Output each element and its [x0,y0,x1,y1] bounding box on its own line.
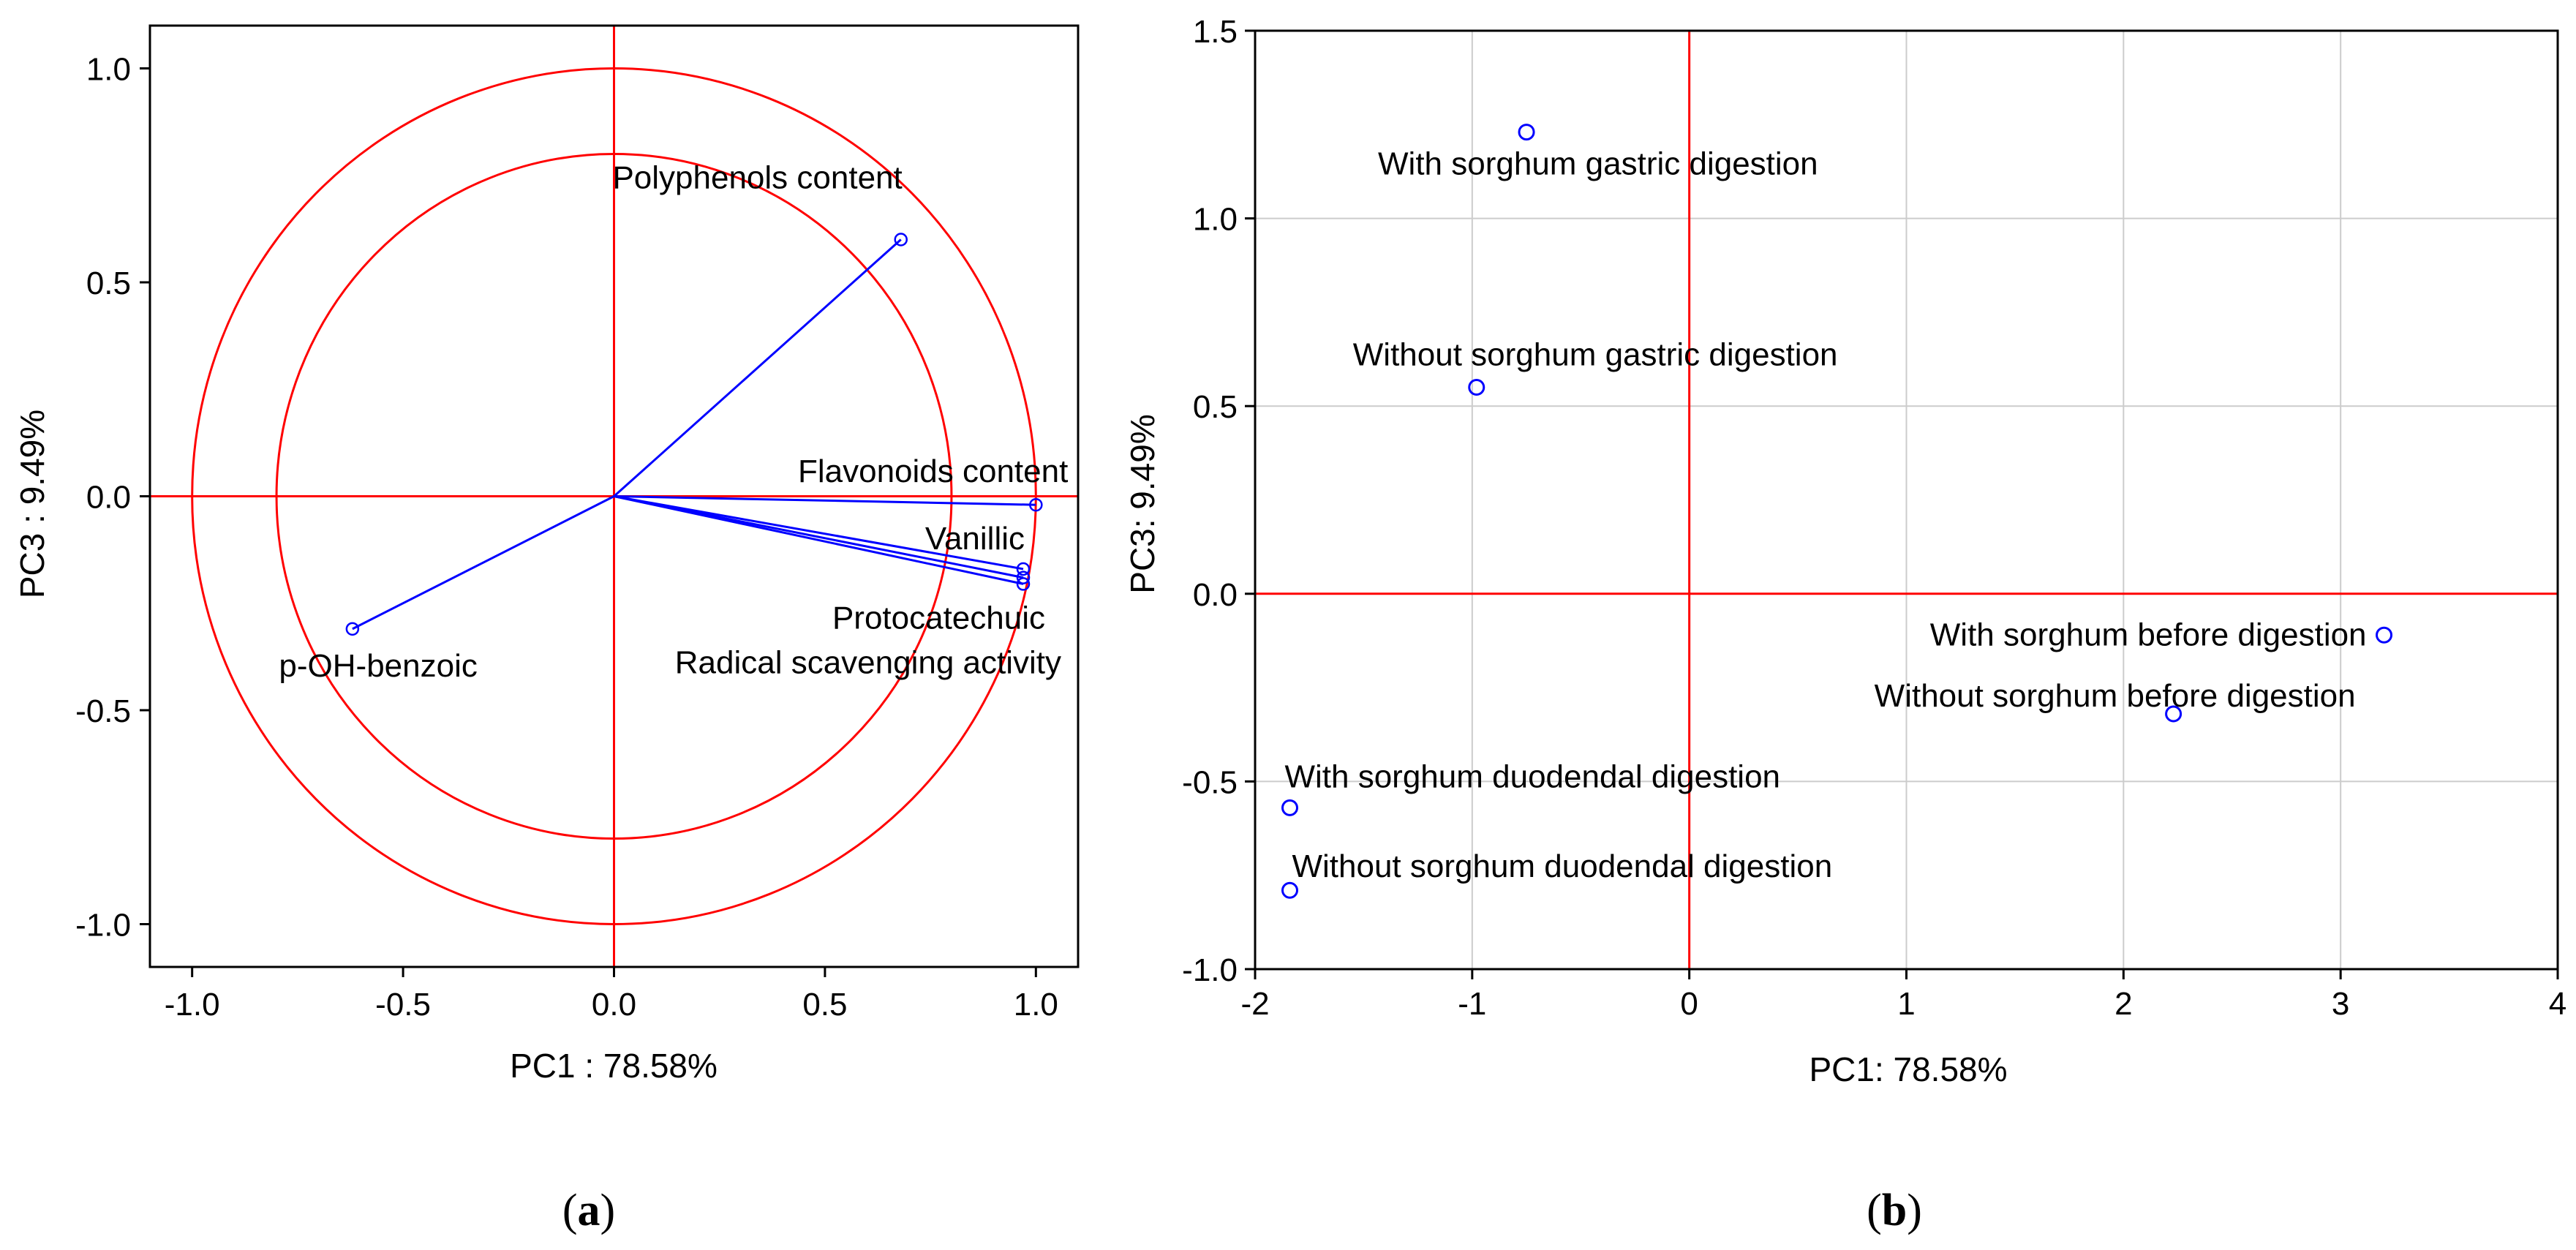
chart-b-y-axis-title: PC3: 9.49% [1123,414,1161,593]
chart-a-variable-point [1029,497,1043,512]
chart-b-caption-letter: b [1882,1186,1907,1235]
chart-a-x-axis-title: PC1 : 78.58% [510,1047,718,1085]
chart-a-x-tick-label: -1.0 [165,987,220,1023]
chart-a-y-tick-label: 0.0 [86,480,131,516]
chart-a-y-ticks: 1.0 0.5 0.0 -0.5 -1.0 [75,52,150,944]
chart-a-caption-letter: a [578,1186,600,1235]
chart-b-sample-point [2165,705,2183,723]
chart-b-x-tick-label: 2 [2114,986,2132,1022]
chart-a-y-tick-label: 1.0 [86,52,131,88]
chart-a-plot-area: Polyphenols content Flavonoids content Van… [148,24,1080,968]
chart-a-variable-point [1016,562,1031,576]
chart-a-y-axis-title: PC3 : 9.49% [13,410,51,598]
chart-b-x-ticks: -2 -1 0 1 2 3 4 [1240,969,2566,1022]
chart-b-y-ticks: 1.5 1.0 0.5 0.0 -0.5 -1.0 [1182,14,1255,988]
chart-a-y-tick-label: -0.5 [75,693,131,729]
chart-a-loading-vector [352,495,615,630]
chart-b-caption: (b) [1867,1186,1922,1235]
chart-b-sample-label: Without sorghum duodendal digestion [1292,848,1832,884]
chart-a-x-tick-label: 0.0 [592,987,636,1023]
chart-b: With sorghum gastric digestion Without so… [1123,14,2566,1235]
chart-a-variable-label: Polyphenols content [612,160,902,196]
chart-a-x-tick-label: -0.5 [375,987,431,1023]
chart-a-x-tick-label: 0.5 [802,987,847,1023]
chart-b-sample-label: Without sorghum before digestion [1875,678,2356,714]
chart-b-sample-point [1518,124,1535,141]
chart-a-inner-circle [275,153,953,840]
chart-b-y-tick-label: -0.5 [1182,764,1238,800]
chart-b-x-tick-label: 1 [1897,986,1915,1022]
chart-a-loading-vector [614,495,1024,585]
chart-b-y-tick-label: 1.5 [1193,14,1238,50]
chart-b-sample-label: With sorghum before digestion [1930,617,2367,652]
chart-b-y-tick-label: -1.0 [1182,952,1238,988]
chart-b-x-tick-label: -1 [1458,986,1486,1022]
chart-b-x-tick-label: 3 [2332,986,2349,1022]
chart-b-x-tick-label: 0 [1680,986,1698,1022]
chart-a-y-tick-label: -1.0 [75,908,131,944]
chart-a-variable-point [894,233,908,246]
chart-b-x-tick-label: 4 [2549,986,2566,1022]
chart-a-x-tick-label: 1.0 [1014,987,1058,1023]
chart-b-sample-label: With sorghum gastric digestion [1378,146,1818,182]
chart-b-sample-label: Without sorghum gastric digestion [1353,337,1838,373]
chart-b-y-tick-label: 0.0 [1193,577,1238,613]
chart-b-sample-point [1281,799,1298,816]
chart-a-variable-label: Protocatechuic [832,600,1045,636]
chart-a-loading-vector [614,495,1036,506]
chart-a-y-tick-label: 0.5 [86,266,131,301]
chart-a-variable-label: Vanillic [925,521,1025,557]
chart-b-y-tick-label: 0.5 [1193,389,1238,425]
chart-a-variable-label: p-OH-benzoic [279,648,477,684]
chart-a-variable-label: Flavonoids content [798,453,1068,489]
chart-b-x-axis-title: PC1: 78.58% [1809,1050,2007,1088]
chart-a-loading-vector [613,238,902,497]
chart-a-x-ticks: -1.0 -0.5 0.0 0.5 1.0 [165,967,1058,1023]
chart-b-sample-label: With sorghum duodendal digestion [1284,758,1780,794]
chart-a-variable-point [345,622,360,636]
chart-a-unit-circle [191,67,1037,925]
chart-b-sample-point [2376,626,2393,644]
chart-b-y-tick-label: 1.0 [1193,202,1238,238]
chart-a-variable-point [1016,577,1031,591]
chart-b-sample-point [1468,379,1485,396]
chart-a-caption: (a) [562,1186,615,1235]
chart-b-plot-area: With sorghum gastric digestion Without so… [1254,29,2559,971]
chart-a-loading-vector [614,495,1024,571]
chart-a: Polyphenols content Flavonoids content Van… [13,24,1080,1235]
chart-a-variable-label: Radical scavenging activity [675,644,1061,680]
chart-b-sample-point [1281,881,1298,899]
chart-b-x-tick-label: -2 [1240,986,1269,1022]
